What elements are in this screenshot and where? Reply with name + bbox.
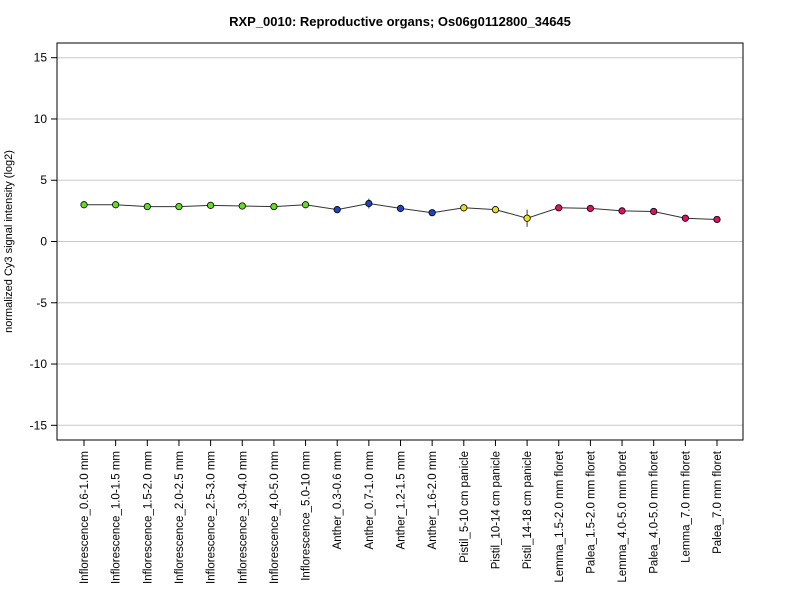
data-point (491, 206, 500, 214)
data-point (586, 204, 595, 213)
data-point (523, 214, 531, 222)
x-tick-label: Palea_7.0 mm floret (712, 450, 724, 554)
y-tick-label: -15 (30, 418, 48, 432)
x-tick-label: Inflorescence_5.0-10 mm (301, 451, 313, 581)
x-tick-label: Inflorescence_0.6-1.0 mm (79, 451, 91, 584)
y-axis-label: normalized Cy3 signal intensity (log2) (3, 150, 15, 333)
x-tick-label: Lemma_7.0 mm floret (680, 450, 692, 563)
y-tick-label: -10 (30, 357, 48, 371)
data-point (333, 206, 341, 214)
gridlines (57, 57, 743, 426)
y-axis: -15 -10 -5 0 5 10 15 (30, 51, 57, 432)
chart-title: RXP_0010: Reproductive organs; Os06g0112… (229, 14, 571, 29)
x-tick-label: Anther_0.3-0.6 mm (332, 451, 344, 549)
x-tick-label: Pistil_10-14 cm panicle (490, 451, 502, 569)
data-point (80, 201, 88, 209)
x-tick-label: Pistil_14-18 cm panicle (522, 451, 534, 569)
x-tick-label: Pistil_5-10 cm panicle (459, 451, 471, 563)
data-point (396, 204, 405, 213)
x-axis: Inflorescence_0.6-1.0 mm Inflorescence_1.… (79, 440, 724, 584)
data-point (365, 199, 373, 208)
x-tick-label: Anther_0.7-1.0 mm (364, 451, 376, 549)
x-tick-label: Palea_4.0-5.0 mm floret (649, 450, 661, 574)
x-tick-label: Lemma_1.5-2.0 mm floret (554, 450, 566, 582)
x-tick-label: Inflorescence_4.0-5.0 mm (269, 451, 281, 584)
series (80, 198, 721, 227)
x-tick-label: Inflorescence_2.5-3.0 mm (206, 451, 218, 584)
data-point (207, 201, 215, 209)
y-tick-label: 5 (40, 173, 47, 187)
x-tick-label: Anther_1.2-1.5 mm (396, 451, 408, 549)
x-tick-label: Inflorescence_1.0-1.5 mm (111, 451, 123, 584)
data-point (112, 201, 120, 209)
data-point (460, 204, 468, 212)
y-tick-label: 0 (40, 235, 47, 249)
x-tick-label: Inflorescence_3.0-4.0 mm (237, 451, 249, 584)
y-tick-label: 15 (34, 51, 48, 65)
data-point (618, 207, 626, 215)
data-point (301, 201, 310, 209)
y-tick-label: 10 (34, 112, 48, 126)
x-tick-label: Palea_1.5-2.0 mm floret (585, 450, 597, 574)
x-tick-label: Anther_1.6-2.0 mm (427, 451, 439, 549)
data-point (238, 202, 246, 210)
y-tick-label: -5 (36, 296, 47, 310)
data-point (175, 202, 183, 211)
x-tick-label: Lemma_4.0-5.0 mm floret (617, 450, 629, 582)
data-point (713, 215, 721, 224)
data-point (143, 202, 151, 211)
data-point (650, 207, 658, 216)
data-point (555, 204, 563, 212)
x-tick-label: Inflorescence_1.5-2.0 mm (142, 451, 154, 584)
x-tick-label: Inflorescence_2.0-2.5 mm (174, 451, 186, 584)
data-point (428, 209, 436, 217)
data-point (681, 214, 689, 222)
data-point (270, 202, 278, 211)
